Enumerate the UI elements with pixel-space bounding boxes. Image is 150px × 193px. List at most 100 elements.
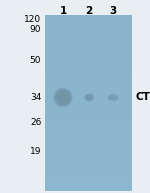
Ellipse shape xyxy=(88,96,90,98)
Ellipse shape xyxy=(55,89,71,106)
Ellipse shape xyxy=(109,95,117,100)
Bar xyxy=(45,187,132,191)
Bar xyxy=(45,143,132,147)
Bar xyxy=(45,33,132,37)
Ellipse shape xyxy=(110,96,116,99)
Text: 26: 26 xyxy=(30,118,41,127)
Ellipse shape xyxy=(85,94,93,101)
Bar xyxy=(45,29,132,33)
Bar xyxy=(45,130,132,134)
Ellipse shape xyxy=(109,95,117,100)
Ellipse shape xyxy=(87,96,91,99)
Bar xyxy=(45,116,132,121)
Ellipse shape xyxy=(108,95,118,100)
Bar xyxy=(45,99,132,103)
Text: 1: 1 xyxy=(59,6,67,16)
Text: 34: 34 xyxy=(30,93,41,102)
Ellipse shape xyxy=(108,94,118,101)
Ellipse shape xyxy=(56,91,70,104)
Ellipse shape xyxy=(112,96,115,98)
Ellipse shape xyxy=(87,96,91,99)
Ellipse shape xyxy=(59,93,67,102)
Ellipse shape xyxy=(60,94,66,101)
Ellipse shape xyxy=(61,95,65,100)
Bar xyxy=(45,174,132,178)
Text: 50: 50 xyxy=(30,56,41,65)
Bar xyxy=(45,160,132,165)
Ellipse shape xyxy=(107,94,119,101)
Bar xyxy=(45,77,132,81)
Bar xyxy=(45,59,132,64)
Ellipse shape xyxy=(53,87,73,108)
Text: 120: 120 xyxy=(24,15,41,24)
Bar xyxy=(45,147,132,152)
Bar xyxy=(45,46,132,51)
Ellipse shape xyxy=(85,94,94,101)
Bar xyxy=(45,94,132,99)
Bar xyxy=(45,68,132,73)
Ellipse shape xyxy=(87,95,92,100)
Bar xyxy=(45,55,132,59)
Ellipse shape xyxy=(85,94,93,101)
Ellipse shape xyxy=(110,95,117,100)
Text: 90: 90 xyxy=(30,25,41,34)
Ellipse shape xyxy=(56,90,70,105)
Ellipse shape xyxy=(55,90,71,105)
Ellipse shape xyxy=(54,88,72,107)
Ellipse shape xyxy=(84,93,94,102)
Bar xyxy=(45,15,132,191)
Ellipse shape xyxy=(111,96,116,99)
Bar xyxy=(45,169,132,174)
Ellipse shape xyxy=(88,96,91,99)
Bar xyxy=(45,134,132,138)
Bar xyxy=(45,15,132,20)
Bar xyxy=(45,182,132,187)
Ellipse shape xyxy=(57,91,69,103)
Ellipse shape xyxy=(84,93,94,102)
Text: 3: 3 xyxy=(110,6,117,16)
Ellipse shape xyxy=(87,96,92,99)
Ellipse shape xyxy=(53,87,73,108)
Bar xyxy=(45,165,132,169)
Bar xyxy=(45,42,132,46)
Bar xyxy=(45,125,132,130)
Ellipse shape xyxy=(86,95,93,100)
Ellipse shape xyxy=(86,95,93,100)
Ellipse shape xyxy=(110,95,117,100)
Ellipse shape xyxy=(110,96,116,99)
Ellipse shape xyxy=(109,95,118,100)
Bar xyxy=(45,156,132,160)
Bar xyxy=(45,108,132,112)
Text: 2: 2 xyxy=(86,6,93,16)
Bar xyxy=(45,37,132,42)
Bar xyxy=(45,64,132,68)
Ellipse shape xyxy=(88,96,91,99)
Ellipse shape xyxy=(108,94,119,101)
Ellipse shape xyxy=(60,94,66,101)
Ellipse shape xyxy=(111,96,116,99)
Ellipse shape xyxy=(58,92,68,103)
Bar xyxy=(45,73,132,77)
Bar xyxy=(45,152,132,156)
Ellipse shape xyxy=(58,92,68,102)
Ellipse shape xyxy=(86,95,92,100)
Ellipse shape xyxy=(85,94,94,101)
Ellipse shape xyxy=(111,96,115,99)
Bar xyxy=(45,138,132,143)
Bar xyxy=(45,178,132,182)
Ellipse shape xyxy=(85,94,93,101)
Bar xyxy=(45,20,132,24)
Ellipse shape xyxy=(54,88,72,107)
Ellipse shape xyxy=(60,95,66,100)
Bar xyxy=(45,81,132,86)
Text: CTSL1: CTSL1 xyxy=(136,92,150,102)
Ellipse shape xyxy=(87,95,92,100)
Bar xyxy=(45,86,132,90)
Ellipse shape xyxy=(107,94,119,101)
Bar xyxy=(45,51,132,55)
Bar xyxy=(45,90,132,94)
Bar xyxy=(45,121,132,125)
Bar xyxy=(45,24,132,29)
Ellipse shape xyxy=(57,91,69,104)
Bar xyxy=(45,103,132,108)
